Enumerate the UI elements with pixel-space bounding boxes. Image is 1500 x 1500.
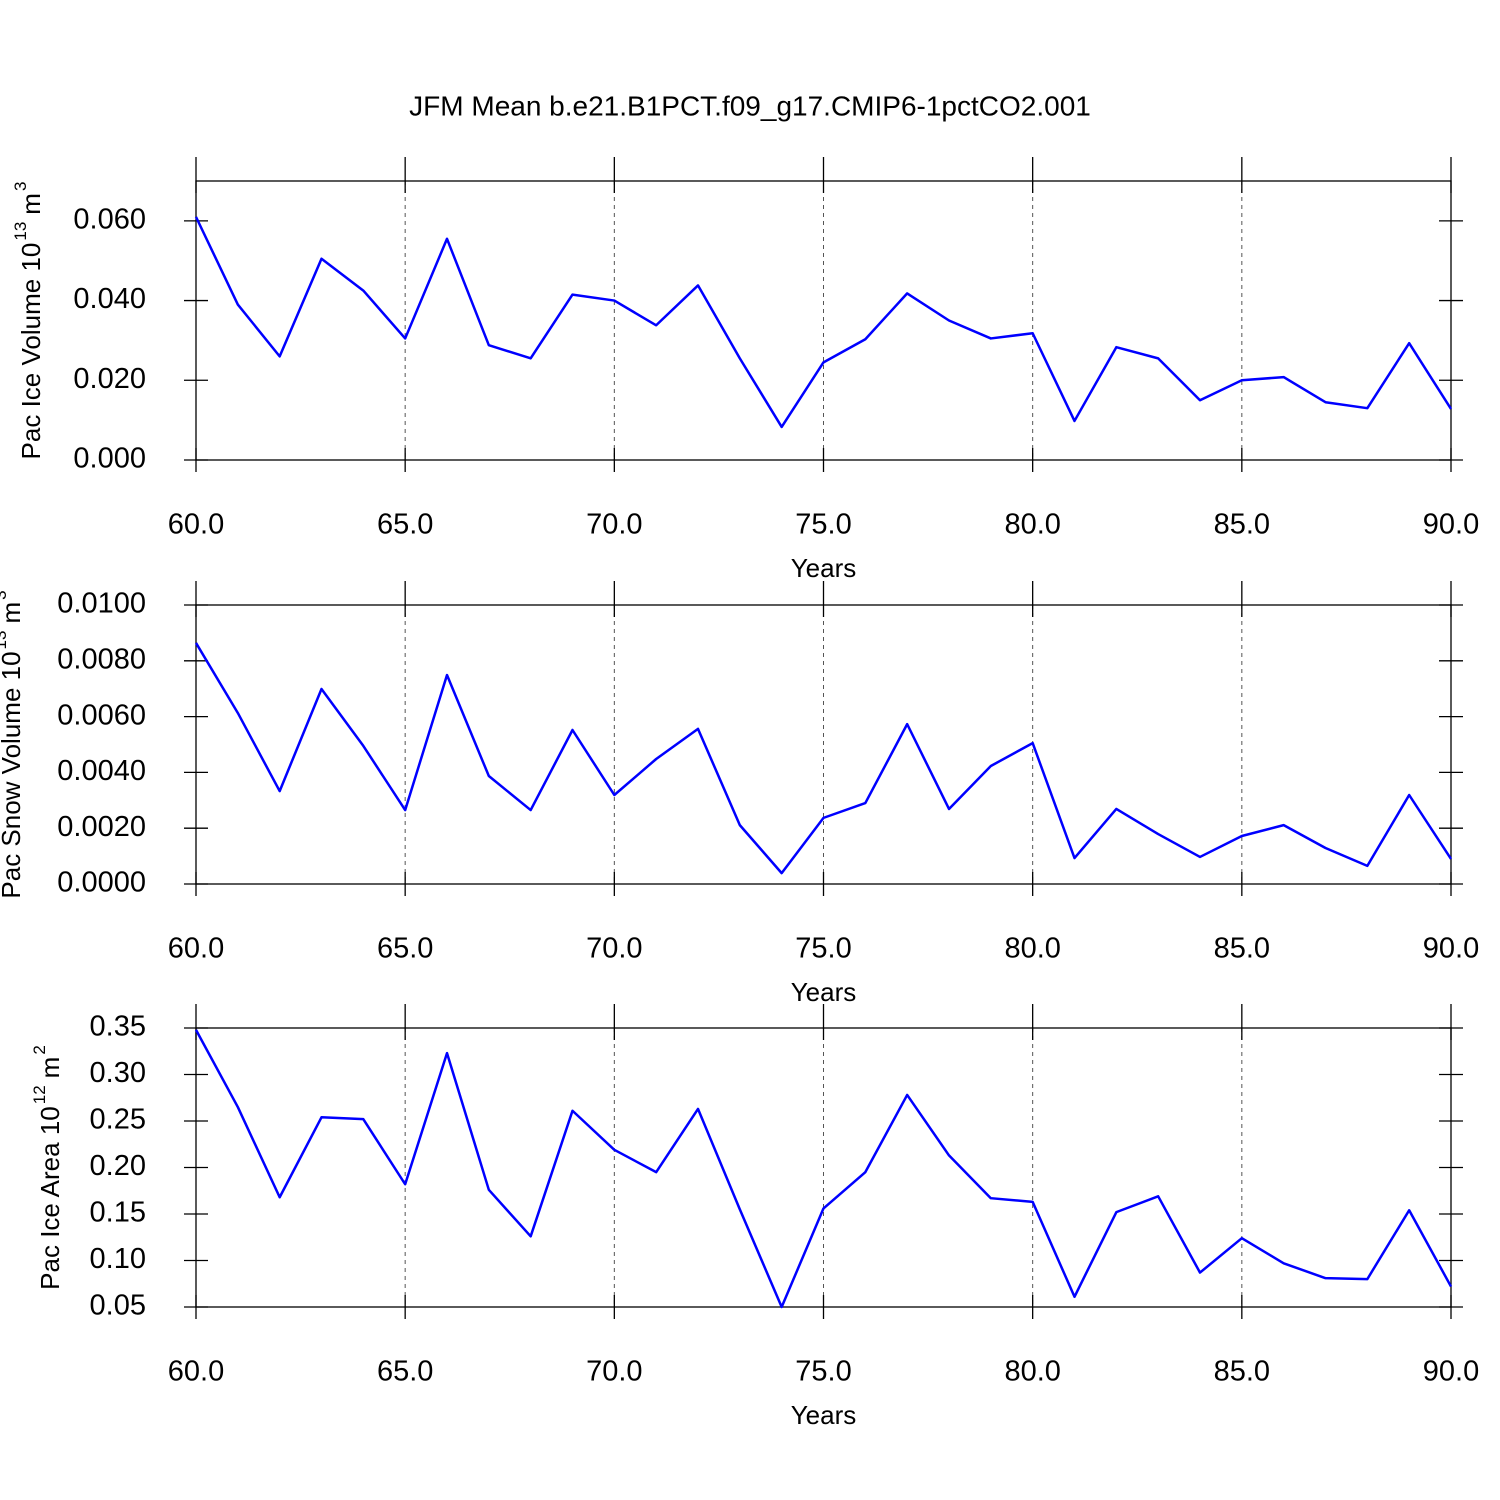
chart-title: JFM Mean b.e21.B1PCT.f09_g17.CMIP6-1pctC…	[409, 90, 1091, 121]
x-tick-label: 90.0	[1423, 933, 1479, 965]
x-tick-label: 75.0	[795, 509, 851, 541]
x-tick-label: 85.0	[1214, 509, 1270, 541]
x-axis-label: Years	[791, 977, 857, 1007]
plot-frame	[195, 1027, 1452, 1308]
x-tick-label: 70.0	[586, 933, 642, 965]
x-tick-label: 60.0	[168, 509, 224, 541]
x-tick-label: 80.0	[1004, 1356, 1060, 1388]
x-tick-label: 80.0	[1004, 933, 1060, 965]
x-tick-label: 85.0	[1214, 1356, 1270, 1388]
x-tick-label: 65.0	[377, 933, 433, 965]
x-tick-label: 60.0	[168, 1356, 224, 1388]
y-axis-label-superscript: 3	[0, 590, 10, 599]
y-tick-label: 0.0020	[57, 811, 146, 843]
y-tick-label: 0.35	[90, 1011, 146, 1043]
y-axis-label-part: m	[0, 602, 26, 624]
x-tick-label: 90.0	[1423, 509, 1479, 541]
y-axis-label-superscript: 3	[11, 182, 30, 191]
y-tick-label: 0.30	[90, 1057, 146, 1089]
x-tick-label: 65.0	[377, 509, 433, 541]
data-line	[194, 216, 1453, 429]
panel: 60.0 65.0 70.0 75.0 80.0 85.0 90.0 0.000 0.020 0.…	[11, 157, 1479, 583]
panel: 60.0 65.0 70.0 75.0 80.0 85.0 90.0 0.0000 0.0020…	[0, 581, 1479, 1007]
plot-frame	[195, 180, 1452, 461]
y-tick-label: 0.05	[90, 1290, 146, 1322]
y-axis-label-superscript: 2	[30, 1045, 49, 1054]
y-tick-label: 0.0080	[57, 643, 146, 675]
x-tick-label: 65.0	[377, 1356, 433, 1388]
plot-frame	[195, 604, 1452, 885]
x-tick-label: 60.0	[168, 933, 224, 965]
y-axis-label-part: Pac Ice Volume 10	[16, 243, 46, 460]
y-tick-label: 0.0100	[57, 588, 146, 620]
y-tick-label: 0.060	[73, 204, 146, 236]
y-axis-label-part: Pac Ice Area 10	[35, 1106, 65, 1290]
y-axis-label-superscript: 13	[0, 631, 10, 650]
data-line	[194, 1029, 1453, 1309]
y-axis-label-part: m	[16, 193, 46, 215]
y-tick-label: 0.0000	[57, 867, 146, 899]
x-tick-label: 90.0	[1423, 1356, 1479, 1388]
x-tick-label: 80.0	[1004, 509, 1060, 541]
y-axis-label-superscript: 13	[11, 222, 30, 241]
x-tick-label: 75.0	[795, 933, 851, 965]
x-axis-label: Years	[791, 1400, 857, 1430]
y-axis-label-part: m	[35, 1057, 65, 1079]
x-tick-label: 75.0	[795, 1356, 851, 1388]
y-tick-label: 0.040	[73, 283, 146, 315]
y-tick-label: 0.15	[90, 1197, 146, 1229]
y-tick-label: 0.0040	[57, 755, 146, 787]
y-tick-label: 0.020	[73, 363, 146, 395]
y-tick-label: 0.0060	[57, 699, 146, 731]
y-tick-label: 0.10	[90, 1243, 146, 1275]
y-axis-label-superscript: 12	[30, 1085, 49, 1104]
y-axis-label-part: Pac Snow Volume 10	[0, 651, 26, 898]
y-axis-label: Pac Snow Volume 1013 m 3	[0, 590, 26, 898]
y-axis-label: Pac Ice Volume 10 13 m 3	[11, 182, 45, 460]
data-line	[194, 642, 1453, 875]
x-axis-label: Years	[791, 553, 857, 583]
x-tick-label: 70.0	[586, 1356, 642, 1388]
y-tick-label: 0.000	[73, 443, 146, 475]
x-tick-label: 70.0	[586, 509, 642, 541]
y-axis-label: Pac Ice Area 10 12 m 2	[30, 1045, 64, 1290]
panel: 60.0 65.0 70.0 75.0 80.0 85.0 90.0 0.05 0.10 0.15…	[30, 1004, 1479, 1430]
y-tick-label: 0.25	[90, 1104, 146, 1136]
y-tick-label: 0.20	[90, 1150, 146, 1182]
x-tick-label: 85.0	[1214, 933, 1270, 965]
